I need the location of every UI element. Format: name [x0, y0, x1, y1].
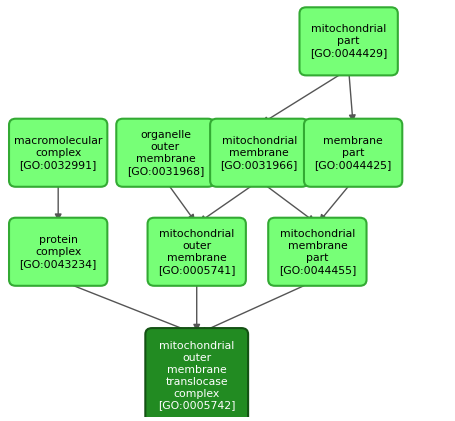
FancyBboxPatch shape	[299, 7, 397, 75]
FancyBboxPatch shape	[210, 119, 308, 187]
FancyBboxPatch shape	[303, 119, 401, 187]
FancyBboxPatch shape	[116, 119, 214, 187]
Text: organelle
outer
membrane
[GO:0031968]: organelle outer membrane [GO:0031968]	[126, 130, 204, 176]
FancyBboxPatch shape	[9, 218, 107, 286]
Text: mitochondrial
part
[GO:0044429]: mitochondrial part [GO:0044429]	[309, 24, 386, 59]
FancyBboxPatch shape	[268, 218, 366, 286]
FancyBboxPatch shape	[147, 218, 245, 286]
Text: mitochondrial
membrane
part
[GO:0044455]: mitochondrial membrane part [GO:0044455]	[278, 229, 355, 275]
Text: membrane
part
[GO:0044425]: membrane part [GO:0044425]	[314, 136, 391, 170]
FancyBboxPatch shape	[145, 328, 248, 421]
FancyBboxPatch shape	[9, 119, 107, 187]
Text: mitochondrial
membrane
[GO:0031966]: mitochondrial membrane [GO:0031966]	[220, 136, 297, 170]
Text: mitochondrial
outer
membrane
[GO:0005741]: mitochondrial outer membrane [GO:0005741…	[157, 229, 235, 275]
Text: macromolecular
complex
[GO:0032991]: macromolecular complex [GO:0032991]	[14, 136, 102, 170]
Text: mitochondrial
outer
membrane
translocase
complex
[GO:0005742]: mitochondrial outer membrane translocase…	[157, 341, 235, 410]
Text: protein
complex
[GO:0043234]: protein complex [GO:0043234]	[20, 235, 96, 269]
